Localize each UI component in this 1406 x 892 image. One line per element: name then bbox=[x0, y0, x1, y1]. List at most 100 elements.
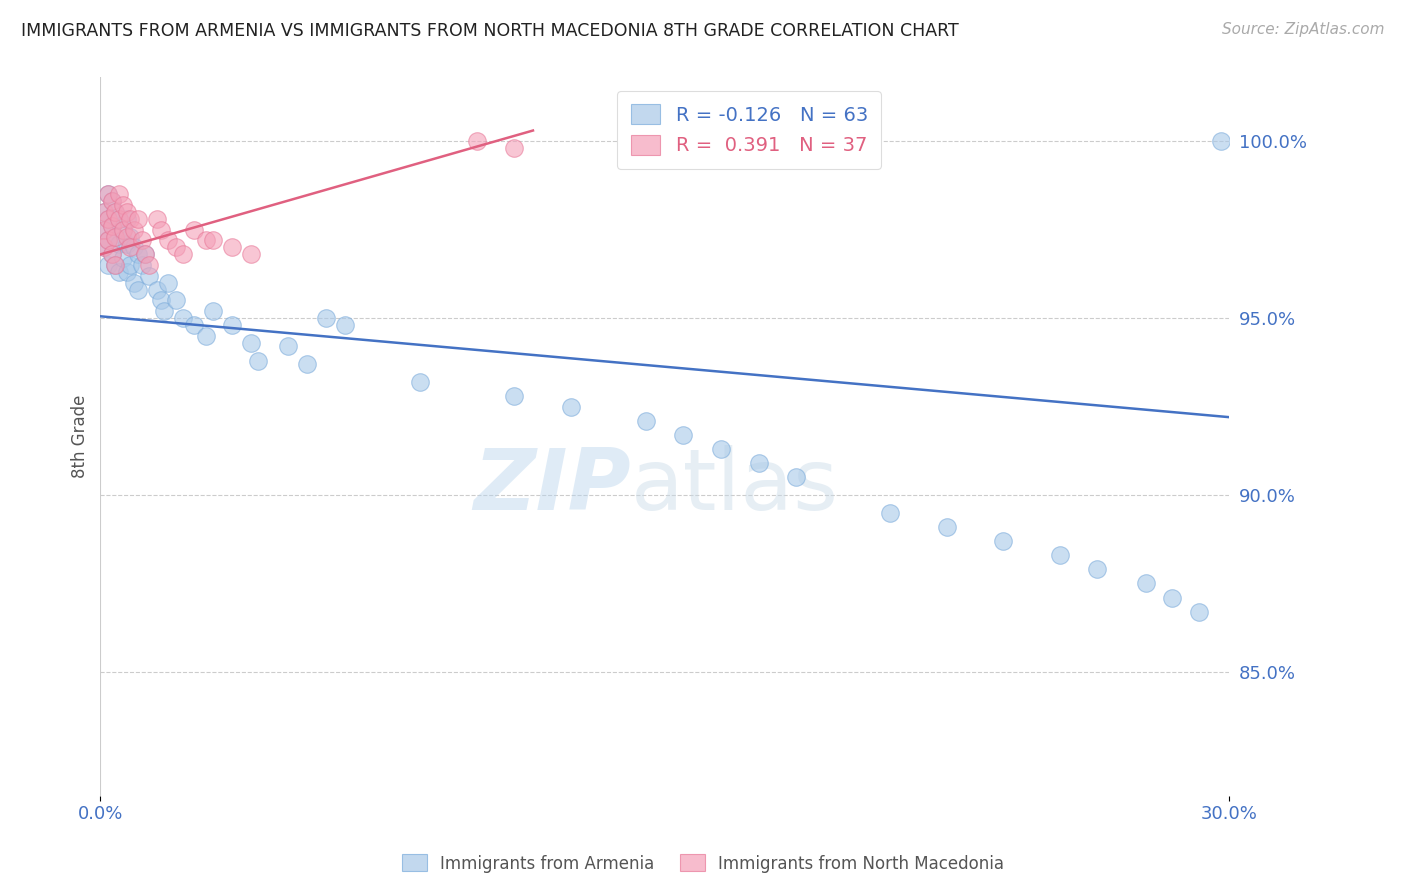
Point bbox=[172, 247, 194, 261]
Point bbox=[560, 400, 582, 414]
Point bbox=[138, 268, 160, 283]
Text: ZIP: ZIP bbox=[474, 445, 631, 528]
Point bbox=[221, 318, 243, 333]
Point bbox=[127, 283, 149, 297]
Point bbox=[409, 375, 432, 389]
Point bbox=[108, 236, 131, 251]
Point bbox=[127, 247, 149, 261]
Point bbox=[104, 229, 127, 244]
Point bbox=[93, 222, 115, 236]
Point bbox=[1049, 548, 1071, 562]
Point bbox=[108, 187, 131, 202]
Text: atlas: atlas bbox=[631, 445, 839, 528]
Point bbox=[202, 233, 225, 247]
Point bbox=[100, 247, 122, 261]
Point bbox=[221, 240, 243, 254]
Point bbox=[634, 414, 657, 428]
Text: Source: ZipAtlas.com: Source: ZipAtlas.com bbox=[1222, 22, 1385, 37]
Point bbox=[138, 258, 160, 272]
Point bbox=[120, 258, 142, 272]
Legend: R = -0.126   N = 63, R =  0.391   N = 37: R = -0.126 N = 63, R = 0.391 N = 37 bbox=[617, 91, 882, 169]
Point bbox=[100, 194, 122, 209]
Point bbox=[115, 211, 138, 226]
Point bbox=[127, 211, 149, 226]
Point bbox=[297, 357, 319, 371]
Point bbox=[120, 240, 142, 254]
Point bbox=[1188, 605, 1211, 619]
Point bbox=[115, 229, 138, 244]
Point bbox=[247, 353, 270, 368]
Point bbox=[100, 219, 122, 233]
Point bbox=[146, 211, 169, 226]
Point bbox=[104, 258, 127, 272]
Point bbox=[333, 318, 356, 333]
Point bbox=[115, 265, 138, 279]
Point bbox=[1211, 134, 1233, 148]
Point bbox=[465, 134, 488, 148]
Point bbox=[122, 222, 145, 236]
Point bbox=[131, 233, 153, 247]
Point bbox=[93, 205, 115, 219]
Point bbox=[993, 533, 1015, 548]
Point bbox=[111, 222, 134, 236]
Point bbox=[100, 194, 122, 209]
Point bbox=[111, 251, 134, 265]
Text: IMMIGRANTS FROM ARMENIA VS IMMIGRANTS FROM NORTH MACEDONIA 8TH GRADE CORRELATION: IMMIGRANTS FROM ARMENIA VS IMMIGRANTS FR… bbox=[21, 22, 959, 40]
Point bbox=[315, 311, 337, 326]
Point bbox=[115, 236, 138, 251]
Point bbox=[1085, 562, 1108, 576]
Point bbox=[785, 470, 807, 484]
Point bbox=[165, 293, 187, 308]
Point bbox=[97, 187, 120, 202]
Point bbox=[115, 205, 138, 219]
Point bbox=[503, 141, 526, 155]
Point bbox=[104, 258, 127, 272]
Point bbox=[134, 247, 156, 261]
Point bbox=[97, 187, 120, 202]
Legend: Immigrants from Armenia, Immigrants from North Macedonia: Immigrants from Armenia, Immigrants from… bbox=[395, 847, 1011, 880]
Point bbox=[97, 258, 120, 272]
Point bbox=[108, 265, 131, 279]
Point bbox=[239, 335, 262, 350]
Point bbox=[277, 339, 299, 353]
Point bbox=[134, 247, 156, 261]
Point bbox=[104, 205, 127, 219]
Point bbox=[149, 293, 172, 308]
Point bbox=[1161, 591, 1184, 605]
Point bbox=[165, 240, 187, 254]
Point bbox=[97, 211, 120, 226]
Point bbox=[111, 198, 134, 212]
Point bbox=[100, 219, 122, 233]
Point bbox=[202, 304, 225, 318]
Point bbox=[120, 229, 142, 244]
Point bbox=[122, 276, 145, 290]
Point bbox=[194, 328, 217, 343]
Point bbox=[157, 233, 180, 247]
Point bbox=[157, 276, 180, 290]
Point bbox=[93, 205, 115, 219]
Point bbox=[710, 442, 733, 456]
Point bbox=[935, 520, 957, 534]
Point bbox=[748, 456, 770, 470]
Point bbox=[879, 506, 901, 520]
Point bbox=[104, 229, 127, 244]
Point bbox=[183, 222, 205, 236]
Point bbox=[97, 233, 120, 247]
Point bbox=[194, 233, 217, 247]
Point bbox=[172, 311, 194, 326]
Point bbox=[131, 258, 153, 272]
Point bbox=[120, 211, 142, 226]
Point bbox=[183, 318, 205, 333]
Point bbox=[104, 205, 127, 219]
Point bbox=[93, 240, 115, 254]
Point bbox=[108, 211, 131, 226]
Point bbox=[122, 240, 145, 254]
Point bbox=[100, 247, 122, 261]
Point bbox=[97, 233, 120, 247]
Point bbox=[153, 304, 176, 318]
Point bbox=[111, 222, 134, 236]
Point bbox=[239, 247, 262, 261]
Point bbox=[149, 222, 172, 236]
Point bbox=[672, 427, 695, 442]
Point bbox=[93, 222, 115, 236]
